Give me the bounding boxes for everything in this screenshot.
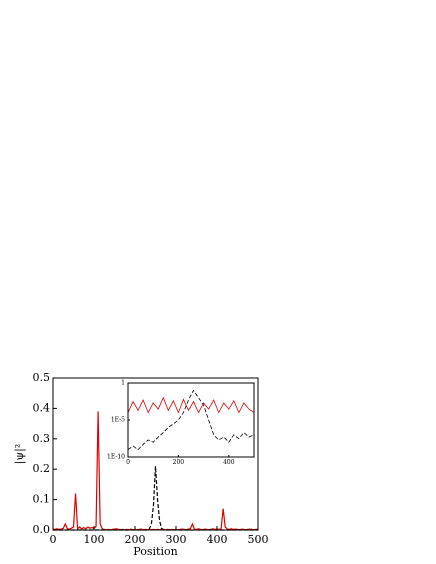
y-axis-label: |ψ|² bbox=[13, 444, 27, 464]
line-series bbox=[127, 389, 255, 451]
x-tick-label: 500 bbox=[248, 533, 269, 546]
y-tick-label: 1E-10 bbox=[107, 454, 125, 461]
y-tick-label: 0.0 bbox=[33, 523, 51, 536]
y-tick-label: 0.5 bbox=[33, 371, 51, 384]
x-tick-label: 100 bbox=[84, 533, 105, 546]
x-tick-label: 200 bbox=[125, 533, 146, 546]
y-tick-label: 0.2 bbox=[33, 462, 51, 475]
x-tick-label: 400 bbox=[207, 533, 228, 546]
y-tick-label: 0.1 bbox=[33, 493, 51, 506]
y-tick-label: 0.4 bbox=[33, 401, 51, 414]
x-tick-label: 0 bbox=[126, 459, 130, 466]
x-tick-label: 400 bbox=[223, 459, 235, 466]
plot-frame bbox=[52, 377, 259, 531]
line-series bbox=[53, 466, 258, 531]
x-tick-label: 0 bbox=[50, 533, 57, 546]
x-tick-label: 300 bbox=[166, 533, 187, 546]
inset-background bbox=[128, 383, 254, 457]
y-tick-label: 0.3 bbox=[33, 432, 51, 445]
x-axis-label: Position bbox=[133, 545, 177, 558]
y-tick-label: 1 bbox=[121, 380, 125, 387]
line-series bbox=[127, 396, 255, 414]
x-tick-label: 200 bbox=[173, 459, 185, 466]
y-tick-label: 1E-5 bbox=[111, 417, 125, 424]
